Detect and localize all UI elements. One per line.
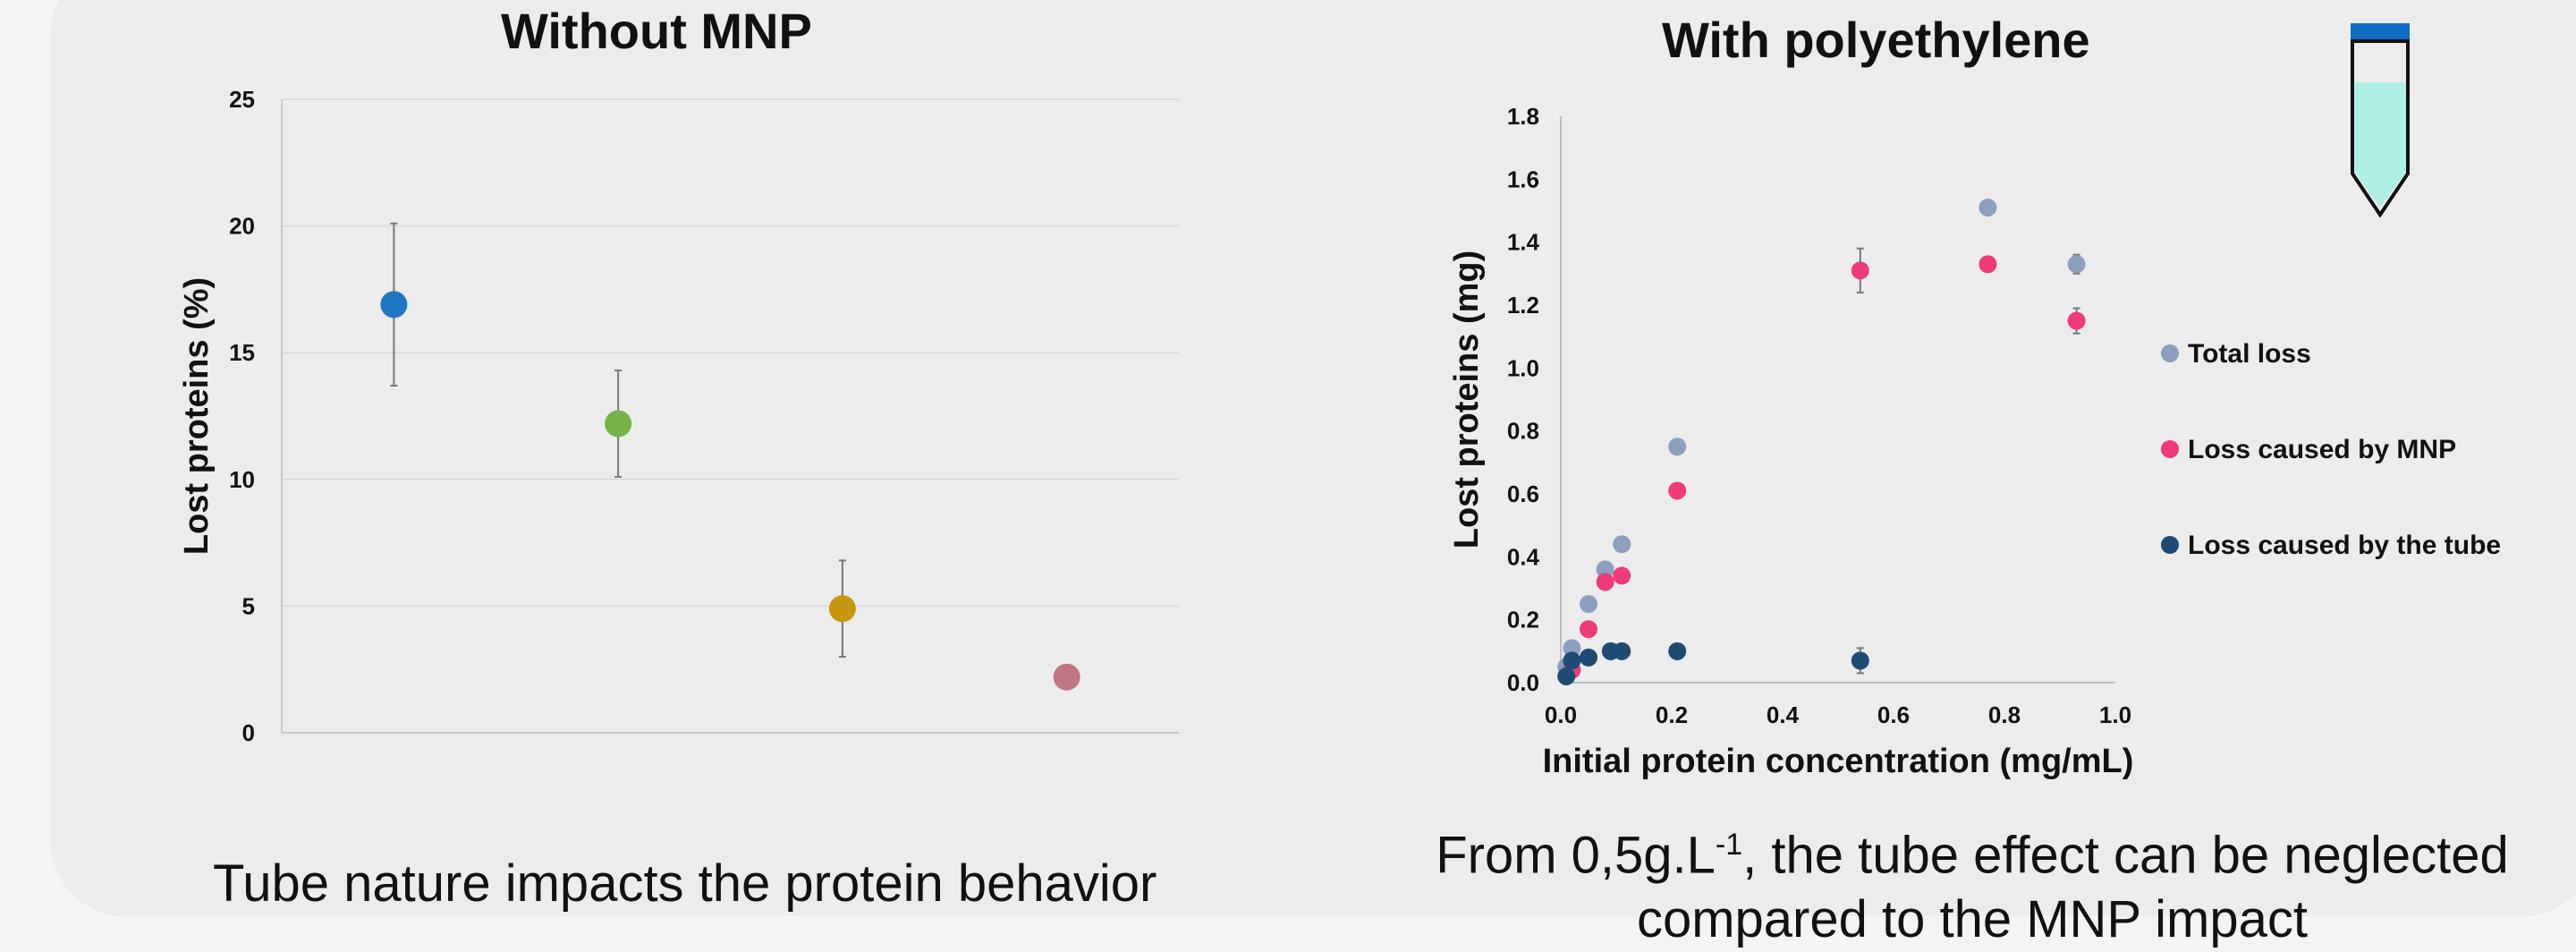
data-point: [1563, 639, 1581, 658]
caption-prefix: From 0,5g.L: [1436, 826, 1716, 885]
caption-suffix: , the tube effect can be neglected: [1742, 826, 2509, 885]
data-point: [1668, 438, 1687, 456]
data-point: [1851, 651, 1869, 670]
left-chart: 0 5 10 15 20 25 Lost proteins (%): [178, 86, 1179, 746]
data-point: [1580, 595, 1597, 614]
left-chart-title: Without MNP: [501, 3, 812, 59]
y-tick-label: 5: [242, 592, 255, 619]
data-point: [1613, 566, 1631, 585]
data-point: [1668, 642, 1687, 660]
y-tick-label: 0.4: [1507, 543, 1540, 570]
data-point: [1557, 667, 1576, 685]
data-point: [1563, 651, 1581, 670]
y-tick-label: 0.6: [1507, 480, 1539, 507]
data-point: [1668, 481, 1687, 500]
data-point: [605, 410, 632, 438]
data-point: [1580, 620, 1597, 639]
right-caption-line1: From 0,5g.L-1, the tube effect can be ne…: [1395, 812, 2549, 888]
x-axis-title: Initial protein concentration (mg/mL): [1543, 743, 2134, 780]
data-point: [380, 291, 408, 319]
y-axis-title: Lost proteins (%): [178, 277, 216, 555]
y-tick-label: 15: [229, 339, 255, 366]
legend-label: Loss caused by MNP: [2188, 435, 2456, 464]
y-tick-label: 1.6: [1507, 166, 1539, 192]
x-tick-label: 1.0: [2099, 701, 2131, 728]
caption-superscript: -1: [1715, 828, 1743, 862]
y-tick-label: 10: [229, 466, 255, 493]
tube-cap: [2351, 23, 2410, 41]
legend-marker: [2161, 536, 2179, 554]
legend-marker: [2161, 344, 2179, 362]
y-tick-label: 0: [242, 719, 255, 746]
data-point: [1053, 663, 1080, 691]
data-point: [2067, 311, 2086, 330]
tube-icon: [2351, 23, 2410, 218]
right-chart-title: With polyethylene: [1662, 12, 2090, 68]
y-tick-label: 0.0: [1507, 669, 1539, 696]
x-tick-label: 0.0: [1545, 701, 1577, 728]
data-point: [1851, 261, 1869, 280]
y-tick-label: 1.8: [1507, 103, 1539, 130]
data-point: [1613, 535, 1631, 554]
data-point: [1580, 648, 1597, 667]
content-panel: [27, 0, 2576, 939]
legend-marker: [2161, 440, 2179, 458]
right-chart: 0.0 0.2 0.4 0.6 0.8 1.0 1.2 1.4 1.6 1.8 0.0 0.2 0.4 0…: [1448, 103, 2501, 780]
x-tick-label: 0.6: [1877, 701, 1910, 728]
x-tick-label: 0.2: [1656, 701, 1688, 728]
legend-label: Loss caused by the tube: [2188, 531, 2501, 560]
y-tick-label: 0.2: [1507, 607, 1539, 633]
data-point: [2067, 255, 2086, 274]
x-tick-label: 0.4: [1767, 701, 1800, 728]
tube-outline: [2351, 39, 2410, 218]
x-tick-label: 0.8: [1988, 701, 2021, 728]
y-tick-label: 20: [229, 213, 255, 240]
y-axis-title: Lost proteins (mg): [1448, 251, 1486, 549]
y-tick-label: 0.8: [1507, 418, 1539, 445]
data-point: [1613, 642, 1631, 660]
data-point: [1596, 560, 1614, 579]
tube-liquid: [2354, 82, 2406, 208]
y-tick-label: 25: [229, 86, 255, 113]
y-tick-label: 1.2: [1507, 292, 1539, 319]
data-point: [1979, 255, 1997, 274]
legend-label: Total loss: [2188, 339, 2311, 369]
right-caption-line2: compared to the MNP impact: [1636, 890, 2309, 949]
right-caption: From 0,5g.L-1, the tube effect can be ne…: [1395, 812, 2549, 952]
left-caption: Tube nature impacts the protein behavior: [213, 854, 1157, 913]
data-point: [1979, 198, 1997, 217]
data-point: [828, 595, 856, 623]
y-tick-label: 1.0: [1507, 354, 1539, 381]
y-tick-label: 1.4: [1507, 229, 1540, 256]
data-point: [1596, 573, 1614, 591]
